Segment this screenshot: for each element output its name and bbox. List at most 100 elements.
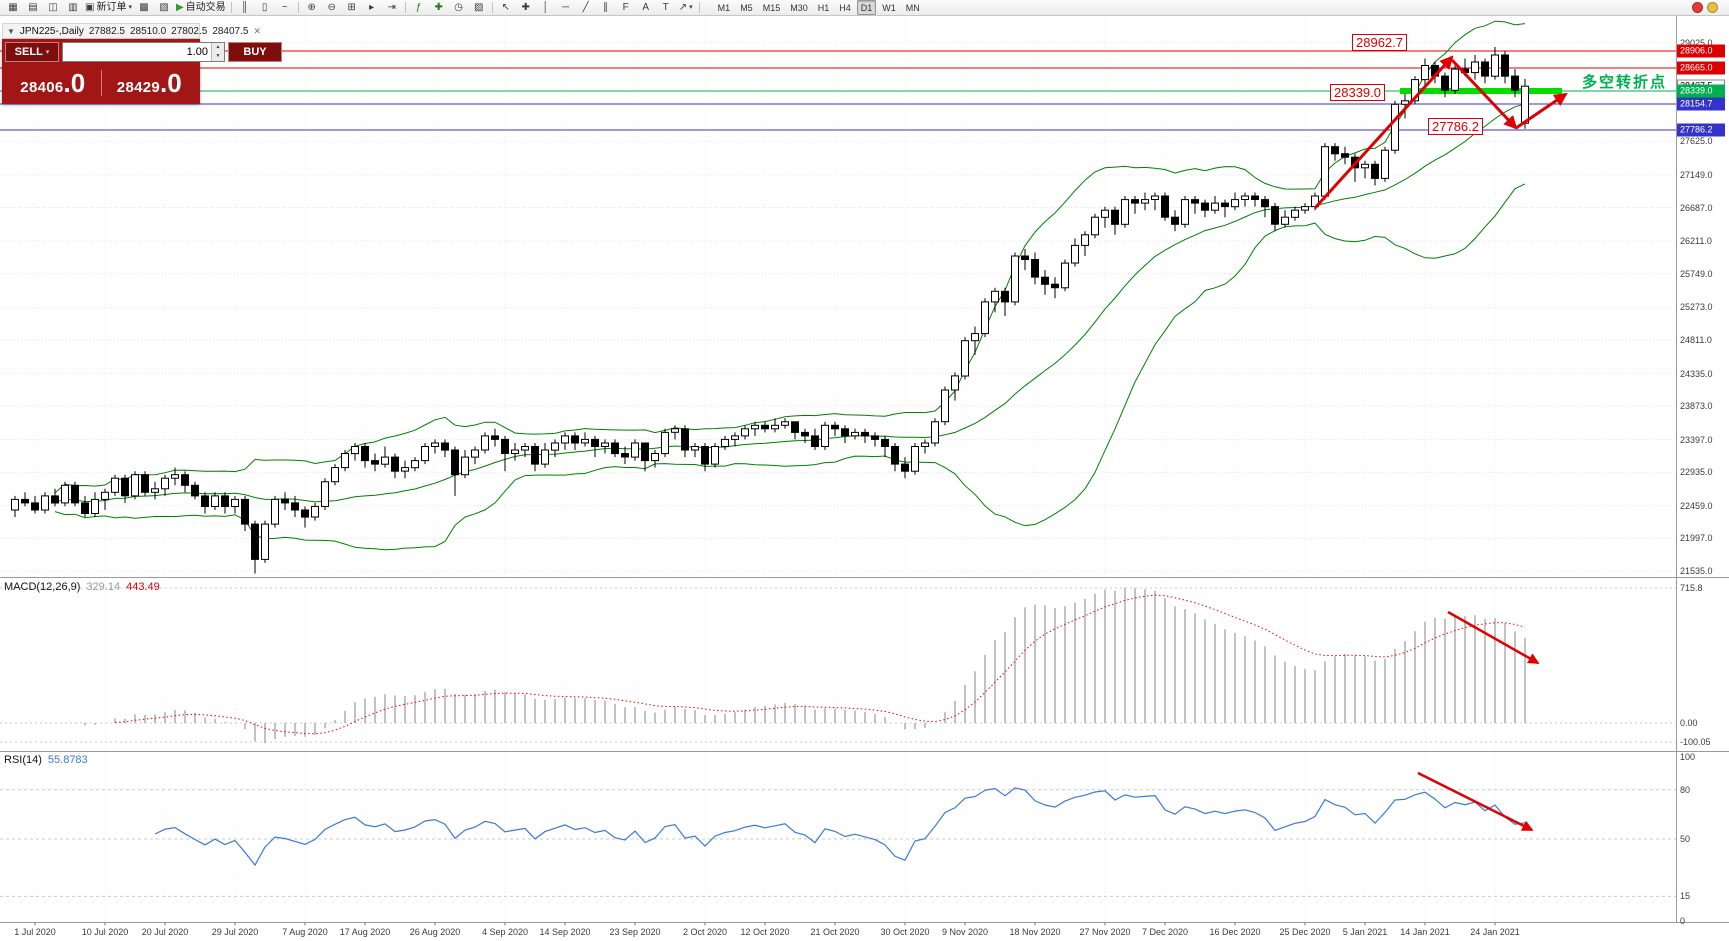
timeframe-button-m30[interactable]: M30 bbox=[790, 2, 808, 13]
periods-icon[interactable]: ◷ bbox=[449, 1, 469, 15]
volume-up-button[interactable]: ▲ bbox=[212, 43, 224, 52]
tile-windows-icon[interactable]: ⊞ bbox=[342, 1, 362, 15]
status-indicators bbox=[1692, 2, 1726, 13]
trend-arrows[interactable] bbox=[1313, 55, 1568, 832]
ohlc-low: 27802.5 bbox=[171, 25, 208, 37]
crosshair-icon[interactable]: ✚ bbox=[516, 1, 536, 15]
timeframe-group: M1 M5 M15 M30 H1 H4 D1 W1 MN bbox=[713, 0, 925, 15]
arrows-icon[interactable]: ↗ ▾ bbox=[676, 1, 696, 15]
timeframe-button-d1[interactable]: D1 bbox=[856, 0, 877, 15]
cursor-icon[interactable]: ↖ bbox=[496, 1, 516, 15]
rsi-axis-label: 80 bbox=[1680, 784, 1691, 795]
autotrading-button[interactable]: ▶ 自动交易 bbox=[174, 1, 228, 15]
price-axis[interactable]: 29025.0 27625.0 27149.0 26687.0 26211.0 25749… bbox=[1677, 16, 1729, 926]
toolbar-separator bbox=[404, 2, 406, 13]
auto-scroll-icon[interactable]: ▸ bbox=[362, 1, 382, 15]
sell-button[interactable]: SELL ▾ bbox=[5, 42, 59, 62]
fibonacci-icon: F bbox=[622, 1, 629, 13]
rsi-axis-label: 0 bbox=[1680, 916, 1686, 926]
buy-button[interactable]: BUY bbox=[228, 42, 282, 62]
grid-horizontal bbox=[0, 42, 1676, 572]
price-int: 28429 bbox=[116, 79, 161, 96]
navigator-icon[interactable]: ▩ bbox=[134, 1, 154, 15]
navigator-icon: ▩ bbox=[139, 1, 149, 13]
line-chart-icon[interactable]: ~ bbox=[275, 1, 295, 15]
bollinger-bands bbox=[54, 20, 1526, 551]
indicators-icon: ƒ bbox=[415, 1, 422, 13]
chart-shift-icon[interactable]: ⇥ bbox=[382, 1, 402, 15]
vertical-line-icon[interactable]: │ bbox=[536, 1, 556, 15]
trendline-icon[interactable]: ╱ bbox=[576, 1, 596, 15]
price-axis-label: 21997.0 bbox=[1680, 533, 1713, 544]
new-order-button[interactable]: ▣ 新订单 ▾ bbox=[83, 1, 134, 15]
data-window-icon[interactable]: ▥ bbox=[63, 1, 83, 15]
date-axis-label: 14 Sep 2020 bbox=[539, 927, 591, 937]
templates-icon[interactable]: ▨ bbox=[469, 1, 489, 15]
market-watch-icon: ◫ bbox=[48, 1, 58, 13]
price-axis-label: 27625.0 bbox=[1680, 136, 1713, 147]
rsi-axis-label: 100 bbox=[1680, 752, 1696, 762]
templates-icon: ▨ bbox=[473, 1, 484, 13]
annotation-price-tag[interactable]: 28962.7 bbox=[1352, 34, 1407, 51]
candlestick-chart-icon[interactable]: ▯ bbox=[255, 1, 275, 15]
timeframe-button-h4[interactable]: H4 bbox=[839, 2, 851, 13]
bar-chart-icon[interactable]: ║ bbox=[235, 1, 255, 15]
market-watch-icon[interactable]: ◫ bbox=[43, 1, 63, 15]
timeframe-button-h1[interactable]: H1 bbox=[817, 2, 830, 13]
arrows-icon: ↗ bbox=[678, 1, 688, 13]
profiles-icon[interactable]: ▤ bbox=[23, 1, 43, 15]
new-chart-icon[interactable]: ▦ bbox=[3, 1, 23, 15]
horizontal-line-icon[interactable]: ─ bbox=[556, 1, 576, 15]
macd-value-main: 329.14 bbox=[86, 581, 121, 593]
volume-input[interactable] bbox=[63, 43, 211, 61]
date-axis-label: 7 Aug 2020 bbox=[282, 927, 328, 937]
new-order-icon: ▣ bbox=[85, 1, 95, 13]
annotation-price-tag[interactable]: 27786.2 bbox=[1428, 118, 1483, 135]
volume-down-button[interactable]: ▼ bbox=[212, 52, 224, 61]
indicators-icon[interactable]: ƒ bbox=[409, 1, 429, 15]
timeframe-button-m5[interactable]: M5 bbox=[740, 2, 753, 13]
price-level-badge: 28665.0 bbox=[1677, 61, 1725, 75]
date-axis-label: 14 Jan 2021 bbox=[1400, 927, 1450, 937]
candles-layer bbox=[11, 47, 1529, 574]
rsi-value: 55.8783 bbox=[47, 754, 88, 766]
price-axis-label: 25273.0 bbox=[1680, 302, 1713, 313]
time-axis[interactable]: 1 Jul 2020 10 Jul 2020 20 Jul 2020 29 Jul 2… bbox=[0, 924, 1676, 941]
text-label-icon[interactable]: T bbox=[656, 1, 676, 15]
date-axis-label: 26 Aug 2020 bbox=[409, 927, 461, 937]
ohlc-open: 27882.5 bbox=[88, 25, 125, 37]
panel-separators[interactable] bbox=[0, 16, 1729, 926]
periods-icon: ◷ bbox=[454, 1, 464, 13]
buy-price[interactable]: 28429.0 bbox=[100, 70, 198, 96]
collapse-icon[interactable]: ▼ bbox=[7, 26, 15, 36]
timeframe-button-m1[interactable]: M1 bbox=[717, 2, 731, 13]
text-icon[interactable]: A bbox=[636, 1, 656, 15]
price-axis-label: 24335.0 bbox=[1680, 368, 1713, 379]
timeframe-button-mn[interactable]: MN bbox=[905, 2, 920, 13]
price-level-badge: 27786.2 bbox=[1677, 123, 1725, 137]
text-icon: A bbox=[642, 1, 649, 13]
annotation-price-tag[interactable]: 28339.0 bbox=[1330, 84, 1385, 101]
turning-point-note[interactable]: 多空转折点 bbox=[1582, 74, 1668, 91]
add-indicator-icon[interactable]: ✚ bbox=[429, 1, 449, 15]
fibonacci-icon[interactable]: F bbox=[616, 1, 636, 15]
sell-price[interactable]: 28406.0 bbox=[5, 70, 101, 96]
price-axis-label: 23873.0 bbox=[1680, 401, 1713, 412]
date-axis-label: 18 Nov 2020 bbox=[1009, 927, 1061, 937]
macd-name: MACD(12,26,9) bbox=[4, 581, 81, 593]
zoom-out-icon[interactable]: ⊖ bbox=[322, 1, 342, 15]
one-click-trading-widget: ▼ JPN225-,Daily 27882.5 28510.0 27802.5 … bbox=[2, 23, 282, 104]
date-axis-label: 21 Oct 2020 bbox=[810, 927, 860, 937]
close-icon[interactable]: ✕ bbox=[253, 25, 262, 36]
symbol-period-label: JPN225-,Daily bbox=[19, 25, 84, 37]
timeframe-button-w1[interactable]: W1 bbox=[882, 2, 896, 13]
trade-panel: SELL ▾ ▲ ▼ BUY 28406.0 28429.0 bbox=[2, 39, 282, 104]
zoom-in-icon[interactable]: ⊕ bbox=[302, 1, 322, 15]
channel-icon[interactable]: ∥ bbox=[596, 1, 616, 15]
status-dot-warning bbox=[1707, 2, 1718, 13]
toolbar-separator bbox=[297, 2, 299, 13]
price-level-badge: 28339.0 bbox=[1677, 84, 1725, 98]
terminal-icon[interactable]: ▧ bbox=[154, 1, 174, 15]
timeframe-button-m15[interactable]: M15 bbox=[762, 2, 781, 13]
